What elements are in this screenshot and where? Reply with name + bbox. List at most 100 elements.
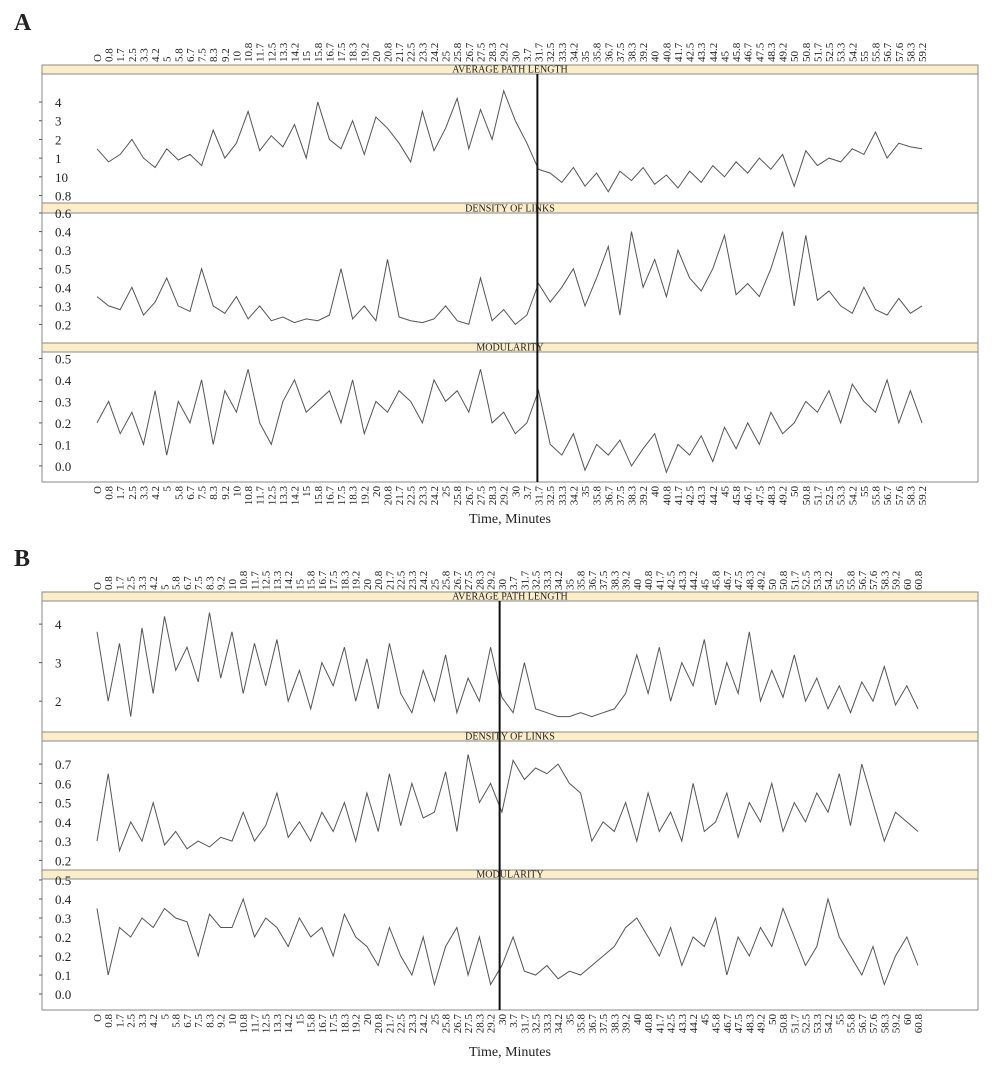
x-tick-label-top: 3.7 <box>522 48 534 62</box>
x-tick-label: 53.3 <box>836 486 848 506</box>
x-tick-label: 15 <box>294 1014 306 1026</box>
x-tick-label: 54.2 <box>823 1014 835 1033</box>
x-tick-label-top: 55.8 <box>846 570 858 590</box>
x-tick-label: 5.8 <box>171 1014 183 1028</box>
y-tick-label: 0.3 <box>55 299 71 314</box>
x-tick-label: 11.7 <box>249 1014 261 1033</box>
x-tick-label-top: 22.5 <box>396 570 408 590</box>
x-tick-label-top: 1.7 <box>114 576 126 590</box>
x-tick-label-top: 17.5 <box>336 42 348 62</box>
x-tick-label: 47.5 <box>733 1014 745 1034</box>
x-tick-label-top: 23.3 <box>417 42 429 62</box>
x-tick-label-top: 4.2 <box>148 576 160 590</box>
x-tick-label-top: 29.2 <box>499 43 511 62</box>
x-tick-label: 24.2 <box>418 1014 430 1033</box>
x-tick-label: 43.3 <box>696 486 708 506</box>
strip-title: AVERAGE PATH LENGTH <box>452 65 568 76</box>
x-tick-label-top: 21.7 <box>384 570 396 590</box>
x-tick-label-top: 30 <box>497 579 509 591</box>
x-tick-label-top: 34.2 <box>553 571 565 590</box>
plot-frame <box>41 351 979 483</box>
x-tick-label-top: 12.5 <box>266 42 278 62</box>
x-tick-label-top: 39.2 <box>621 571 633 590</box>
x-tick-label-top: 41.7 <box>654 570 666 590</box>
x-tick-label: 49.2 <box>778 486 790 505</box>
x-tick-label: 14.2 <box>290 486 302 505</box>
x-tick-label: 4.2 <box>150 486 162 500</box>
x-tick-label-top: 47.5 <box>733 570 745 590</box>
x-tick-label: 31.7 <box>519 1014 531 1034</box>
x-tick-label-top: 15 <box>301 51 313 63</box>
x-tick-label-top: 18.3 <box>339 570 351 590</box>
x-tick-label: 48.3 <box>744 1014 756 1034</box>
x-tick-label-top: 48.3 <box>766 42 778 62</box>
y-tick-label: 0.5 <box>55 262 71 277</box>
x-tick-label-top: 37.5 <box>598 570 610 590</box>
x-tick-label: 0.8 <box>104 486 116 500</box>
x-tick-label-top: 45.8 <box>731 42 743 62</box>
y-tick-label: 0.1 <box>55 968 71 983</box>
y-tick-label: 2 <box>55 694 62 709</box>
x-tick-label: 56.7 <box>882 486 894 506</box>
x-tick-label-top: 3.7 <box>508 576 520 590</box>
y-tick-label: 3 <box>55 114 62 129</box>
x-tick-label-top: 10 <box>227 579 239 591</box>
x-tick-label-top: 10.8 <box>243 42 255 62</box>
x-tick-label-top: 5.8 <box>173 48 185 62</box>
x-tick-label-top: 32.5 <box>531 570 543 590</box>
y-tick-label: 4 <box>55 617 62 632</box>
x-tick-label: 35 <box>580 486 592 498</box>
x-tick-label-top: 26.7 <box>464 42 476 62</box>
y-tick-label: 0.4 <box>55 225 72 240</box>
plot-frame <box>41 73 979 204</box>
x-tick-label: 60.8 <box>913 1014 925 1034</box>
x-tick-label: 25 <box>429 1014 441 1026</box>
x-tick-label-top: 37.5 <box>615 42 627 62</box>
x-tick-label-top: 7.5 <box>193 576 205 590</box>
x-tick-label: 41.7 <box>673 486 685 506</box>
x-tick-label-top: 31.7 <box>519 570 531 590</box>
x-tick-label-top: 3.3 <box>138 48 150 62</box>
x-tick-label-top: 57.6 <box>894 42 906 62</box>
x-tick-label: 29.2 <box>499 486 511 505</box>
x-tick-label: 39.2 <box>621 1014 633 1033</box>
x-tick-label-top: 32.5 <box>545 42 557 62</box>
x-tick-label-top: 30 <box>510 51 522 63</box>
x-tick-label: 4.2 <box>148 1014 160 1028</box>
x-tick-label: 43.3 <box>677 1014 689 1034</box>
plot-frame <box>41 878 979 1011</box>
x-tick-label: 46.7 <box>743 486 755 506</box>
x-tick-label: 50.8 <box>778 1014 790 1034</box>
x-tick-label-top: 59.2 <box>917 43 929 62</box>
x-tick-label-top: 33.3 <box>542 570 554 590</box>
x-tick-label: 28.3 <box>474 1014 486 1034</box>
x-tick-label: 7.5 <box>193 1014 205 1028</box>
x-tick-label-top: 60.8 <box>913 570 925 590</box>
x-tick-label-top: 40.8 <box>643 570 655 590</box>
x-tick-label-top: 15 <box>294 579 306 591</box>
x-tick-label: 20 <box>362 1014 374 1026</box>
x-tick-label-top: 43.3 <box>677 570 689 590</box>
y-tick-label: 0.3 <box>55 394 71 409</box>
x-tick-label: 37.5 <box>598 1014 610 1034</box>
y-tick-label: 0.8 <box>55 189 71 204</box>
x-tick-label: 11.7 <box>255 486 267 505</box>
x-tick-label: 60 <box>902 1014 914 1026</box>
x-tick-label-top: 35 <box>564 579 576 591</box>
x-tick-label-top: 20.8 <box>373 570 385 590</box>
y-tick-label: 0.2 <box>55 853 71 868</box>
x-tick-label-top: 50.8 <box>801 42 813 62</box>
x-tick-label-top: 19.2 <box>351 571 363 590</box>
x-tick-label-top: 15.8 <box>306 570 318 590</box>
x-tick-label: 3.7 <box>508 1014 520 1028</box>
x-tick-label: 10.8 <box>243 486 255 506</box>
x-tick-label-top: 13.3 <box>278 42 290 62</box>
series-line <box>96 231 923 326</box>
x-tick-label: 10 <box>227 1014 239 1026</box>
x-tick-label: 23.3 <box>417 486 429 506</box>
x-tick-label: 47.5 <box>754 486 766 506</box>
x-tick-label: 25.8 <box>452 486 464 506</box>
x-tick-label-top: 52.5 <box>824 42 836 62</box>
x-tick-label: 3.3 <box>137 1014 149 1028</box>
